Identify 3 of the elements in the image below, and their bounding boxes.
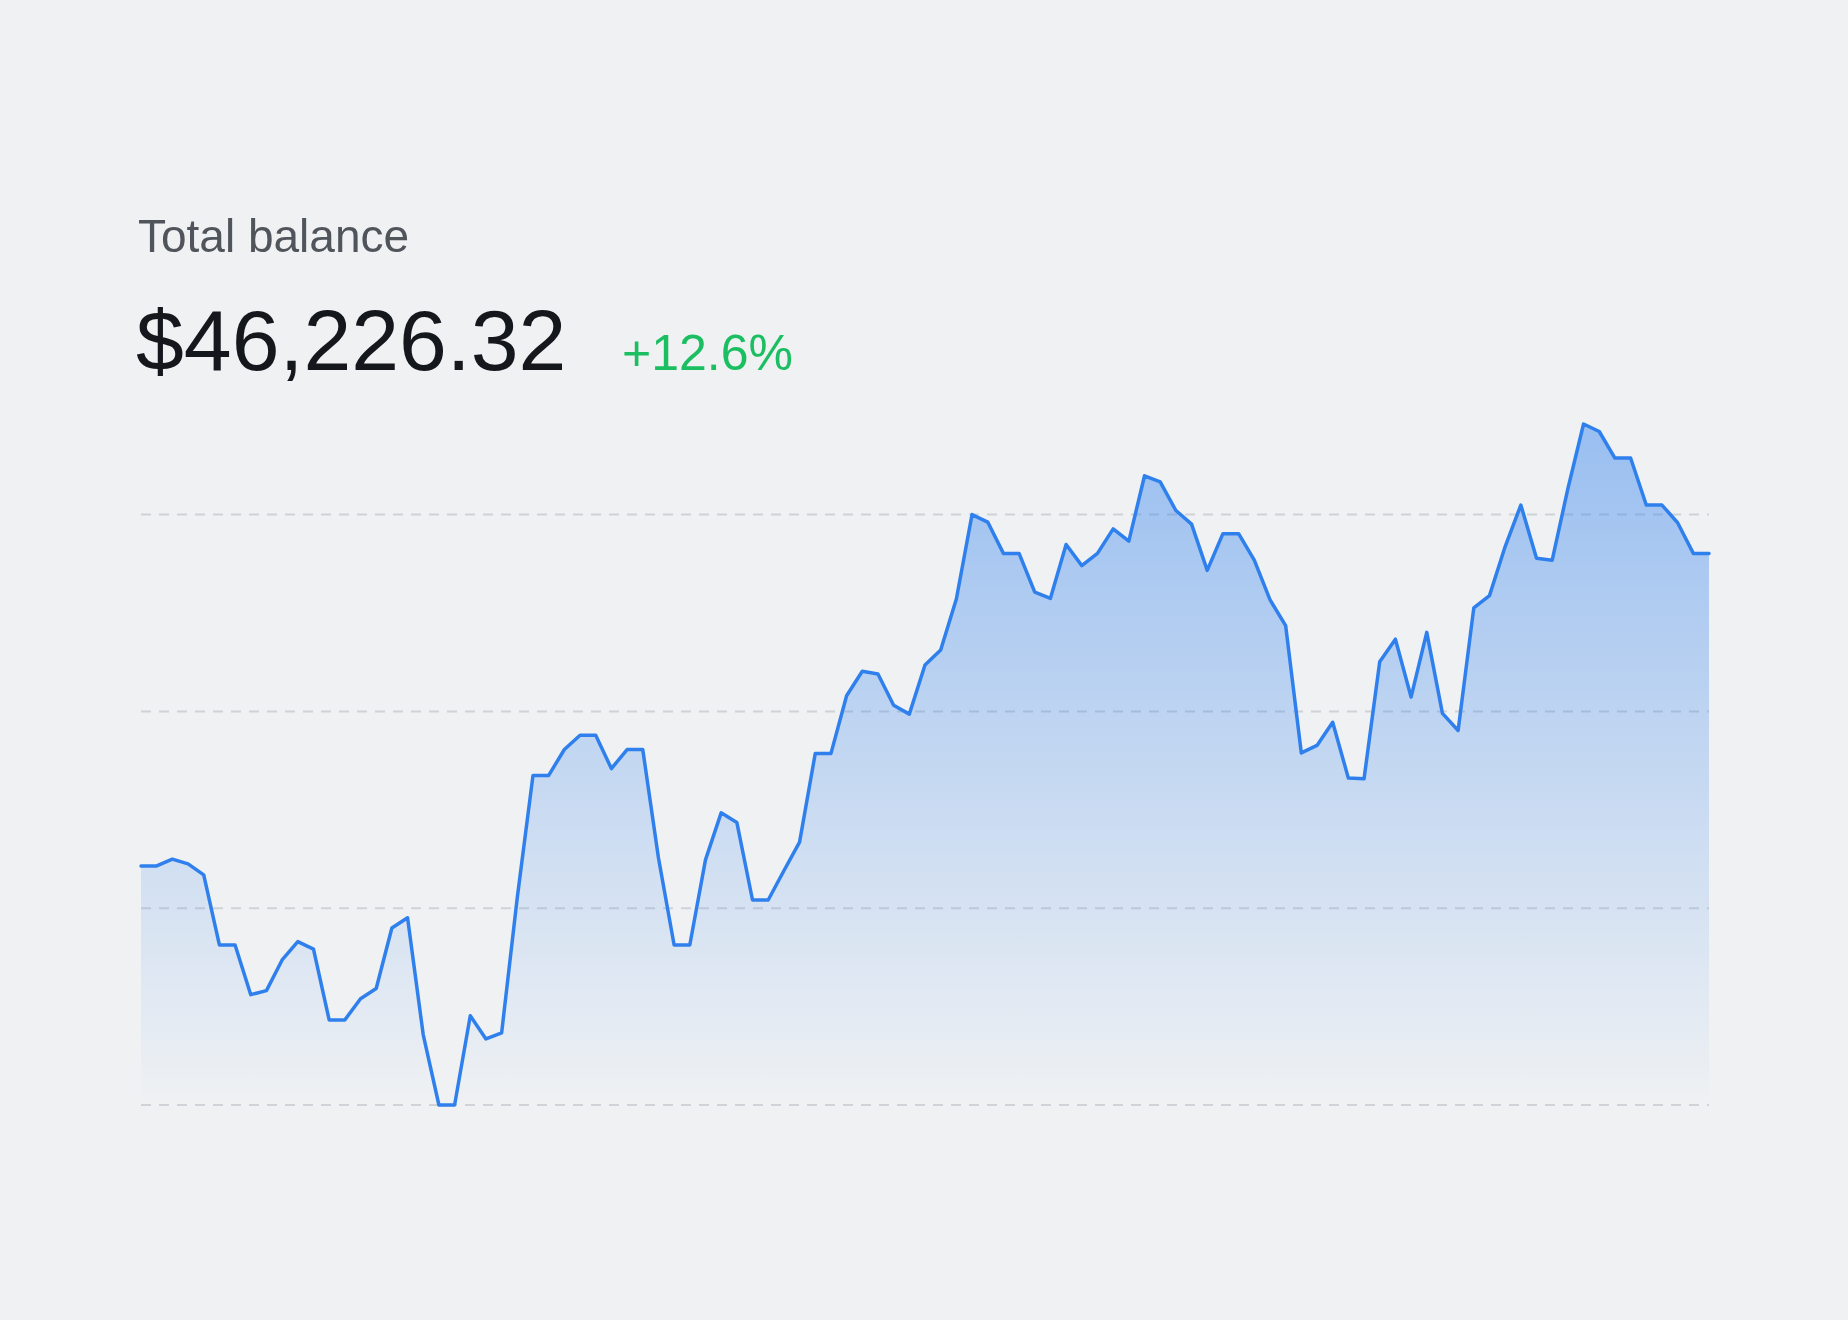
text: +12.6% (622, 325, 793, 381)
chart-subtitle: $46,226.32 (136, 292, 567, 388)
chart-title: Total balance (138, 210, 410, 262)
